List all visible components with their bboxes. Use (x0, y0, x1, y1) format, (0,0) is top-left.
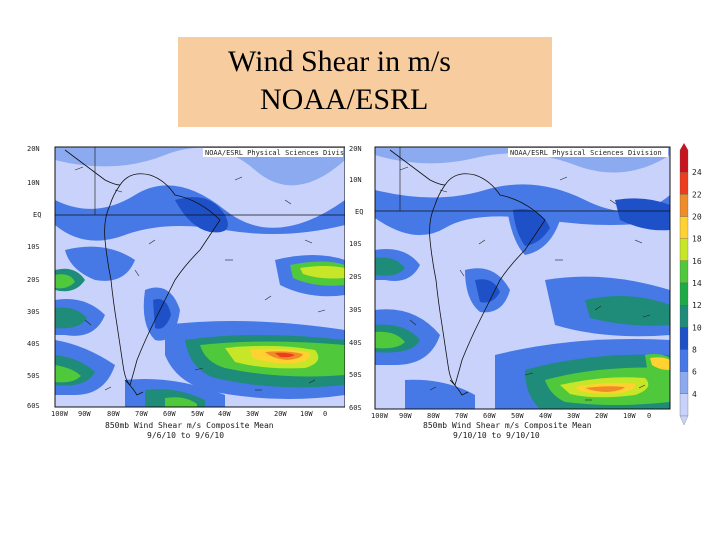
left-panel-header: NOAA/ESRL Physical Sciences Division (205, 149, 345, 157)
right-lat-label: 40S (349, 339, 362, 347)
right-lat-label: 20N (349, 145, 362, 153)
right-lon-label: 90W (399, 412, 412, 420)
colorbar-swatch (679, 349, 689, 372)
left-lat-label: 40S (27, 340, 40, 348)
right-lat-label: 50S (349, 371, 362, 379)
right-lon-label: 50W (511, 412, 524, 420)
right-map-panel: NOAA/ESRL Physical Sciences Division 20N… (349, 145, 671, 440)
right-lon-label: 100W (371, 412, 389, 420)
right-caption-line-1: 850mb Wind Shear m/s Composite Mean (423, 421, 592, 430)
title-line-1: Wind Shear in m/s (228, 45, 451, 78)
colorbar-label: 10 (692, 323, 702, 332)
left-shear-field (55, 147, 345, 407)
colorbar-swatch (679, 216, 689, 239)
left-lon-label: 10W (300, 410, 313, 418)
colorbar-label: 16 (692, 257, 702, 266)
left-map-panel: NOAA/ESRL Physical Sciences Division 20N… (27, 145, 345, 440)
right-lat-label: 60S (349, 404, 362, 412)
right-lon-label: 60W (483, 412, 496, 420)
colorbar-label: 18 (692, 235, 702, 244)
colorbar-swatch (679, 371, 689, 394)
colorbar-label: 22 (692, 190, 702, 199)
right-panel-header: NOAA/ESRL Physical Sciences Division (510, 149, 662, 157)
left-lon-label: 0 (323, 410, 327, 418)
right-caption-line-2: 9/10/10 to 9/10/10 (453, 431, 540, 440)
right-lat-label: 30S (349, 306, 362, 314)
colorbar: 24 22 20 18 16 14 12 10 8 6 4 (679, 143, 702, 426)
colorbar-swatch (679, 194, 689, 217)
colorbar-label: 4 (692, 390, 697, 399)
left-lat-label: 20S (27, 276, 40, 284)
left-lat-label: 30S (27, 308, 40, 316)
right-lat-label: EQ (355, 208, 363, 216)
left-lat-label: 50S (27, 372, 40, 380)
left-lat-label: EQ (33, 211, 41, 219)
right-lon-label: 40W (539, 412, 552, 420)
title-box: Wind Shear in m/s NOAA/ESRL (178, 37, 552, 127)
colorbar-swatch (679, 282, 689, 306)
colorbar-label: 6 (692, 368, 697, 377)
right-lat-label: 10N (349, 176, 362, 184)
colorbar-swatch (679, 393, 689, 417)
left-lon-label: 60W (163, 410, 176, 418)
colorbar-labels: 24 22 20 18 16 14 12 10 8 6 4 (692, 168, 702, 399)
right-lon-label: 30W (567, 412, 580, 420)
left-lon-label: 70W (135, 410, 148, 418)
left-lon-label: 90W (78, 410, 91, 418)
colorbar-swatch (679, 305, 689, 328)
left-lat-label: 10N (27, 179, 40, 187)
right-shear-field (375, 147, 670, 409)
left-lat-label: 60S (27, 402, 40, 410)
colorbar-swatch (679, 260, 689, 284)
left-lat-label: 10S (27, 243, 40, 251)
colorbar-label: 8 (692, 346, 697, 355)
left-lat-label: 20N (27, 145, 40, 153)
right-lon-label: 80W (427, 412, 440, 420)
colorbar-swatch (679, 172, 689, 195)
colorbar-swatch (679, 149, 689, 173)
left-lon-label: 30W (246, 410, 259, 418)
left-lon-label: 20W (274, 410, 287, 418)
right-lon-label: 10W (623, 412, 636, 420)
left-caption-line-2: 9/6/10 to 9/6/10 (147, 431, 224, 440)
left-lon-label: 100W (51, 410, 69, 418)
colorbar-swatch (679, 238, 689, 261)
right-lat-label: 10S (349, 240, 362, 248)
colorbar-label: 24 (692, 168, 702, 177)
left-lon-label: 50W (191, 410, 204, 418)
right-lon-label: 70W (455, 412, 468, 420)
colorbar-label: 20 (692, 213, 702, 222)
colorbar-swatch (679, 327, 689, 350)
colorbar-label: 14 (692, 279, 702, 288)
right-lat-label: 20S (349, 273, 362, 281)
left-lon-label: 40W (218, 410, 231, 418)
right-lon-label: 0 (647, 412, 651, 420)
right-lon-label: 20W (595, 412, 608, 420)
colorbar-swatches (679, 149, 689, 417)
left-lon-label: 80W (107, 410, 120, 418)
colorbar-label: 12 (692, 301, 702, 310)
left-caption-line-1: 850mb Wind Shear m/s Composite Mean (105, 421, 274, 430)
title-line-2: NOAA/ESRL (260, 83, 429, 116)
